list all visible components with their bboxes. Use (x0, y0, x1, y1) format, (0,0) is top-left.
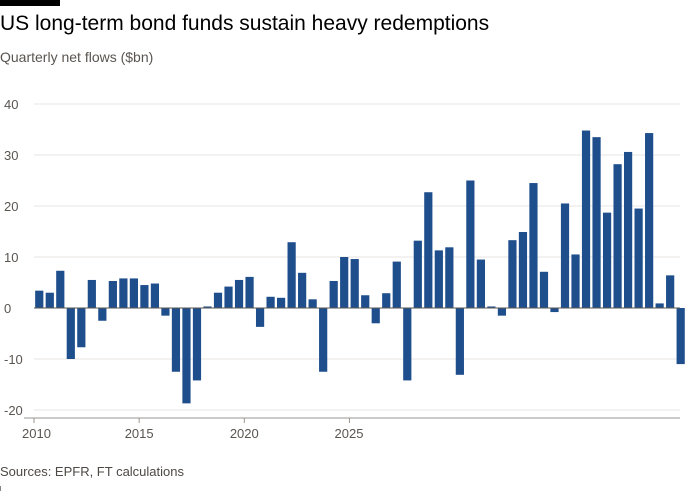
bar (287, 242, 296, 308)
bar (87, 279, 96, 308)
y-tick-label: 10 (4, 250, 18, 265)
bar (539, 271, 549, 308)
bar (45, 292, 54, 308)
bar (403, 308, 412, 381)
chart-subtitle: Quarterly net flows ($bn) (0, 49, 154, 65)
x-tick-label: 2010 (22, 426, 51, 441)
x-tick-label: 2025 (335, 426, 364, 441)
bar (182, 308, 191, 404)
bar (277, 297, 286, 308)
bar (476, 259, 485, 308)
bar (487, 306, 496, 308)
bar (613, 164, 622, 308)
header-rule (0, 0, 60, 6)
bar (560, 203, 570, 308)
bar (213, 292, 223, 308)
bars (35, 130, 685, 404)
axes: -20 -10 0 10 20 30 40 2010 2015 2020 2025 (4, 97, 680, 441)
bar (192, 308, 202, 381)
bar (266, 296, 275, 308)
bar (298, 272, 307, 308)
bar (655, 303, 664, 308)
bar (434, 250, 443, 308)
bar (108, 280, 117, 308)
bar (224, 286, 233, 308)
bar (129, 278, 138, 308)
source-mark (0, 486, 6, 491)
bar (529, 183, 538, 308)
x-tick-label: 2015 (125, 426, 154, 441)
bar (624, 151, 633, 308)
bar (171, 308, 181, 372)
y-tick-label: -10 (4, 352, 23, 367)
chart-title: US long-term bond funds sustain heavy re… (0, 12, 490, 35)
bar (150, 283, 160, 308)
bar (340, 257, 349, 308)
y-tick-label: 0 (4, 301, 11, 316)
y-tick-label: 20 (4, 199, 18, 214)
bar (392, 261, 401, 308)
bar (119, 278, 128, 308)
gridlines (34, 103, 680, 411)
bar (234, 279, 244, 308)
bar (203, 306, 212, 308)
bar (666, 275, 675, 308)
bar (550, 308, 559, 313)
bar (602, 212, 612, 308)
bar (413, 240, 422, 308)
bar (329, 280, 338, 308)
bar (255, 308, 265, 327)
bar (581, 130, 591, 308)
bar (371, 308, 380, 324)
y-tick-label: 30 (4, 148, 18, 163)
bar-chart: -20 -10 0 10 20 30 40 2010 2015 2020 2025 (4, 97, 685, 441)
bar (361, 295, 370, 308)
bar (571, 254, 580, 308)
bar (455, 308, 464, 375)
bar (518, 232, 528, 308)
x-tick-label: 2020 (230, 426, 259, 441)
bar (676, 308, 685, 365)
bar (161, 308, 170, 316)
y-tick-label: -20 (4, 403, 23, 418)
bar (35, 290, 44, 308)
bar (350, 259, 359, 308)
bar (98, 308, 107, 321)
bar (66, 308, 75, 359)
bar (382, 293, 391, 308)
bar (56, 270, 65, 308)
bar (592, 137, 601, 308)
bar (140, 285, 149, 308)
bar (497, 308, 507, 316)
bar (466, 180, 475, 308)
bar (508, 240, 517, 308)
bar (645, 133, 654, 308)
source-note: Sources: EPFR, FT calculations (0, 464, 184, 479)
bar (319, 308, 328, 372)
y-tick-label: 40 (4, 97, 18, 112)
bar (245, 276, 254, 308)
bar (634, 208, 643, 308)
bar (445, 247, 454, 308)
bar (308, 299, 317, 308)
bar (424, 192, 433, 308)
bar (77, 308, 86, 348)
